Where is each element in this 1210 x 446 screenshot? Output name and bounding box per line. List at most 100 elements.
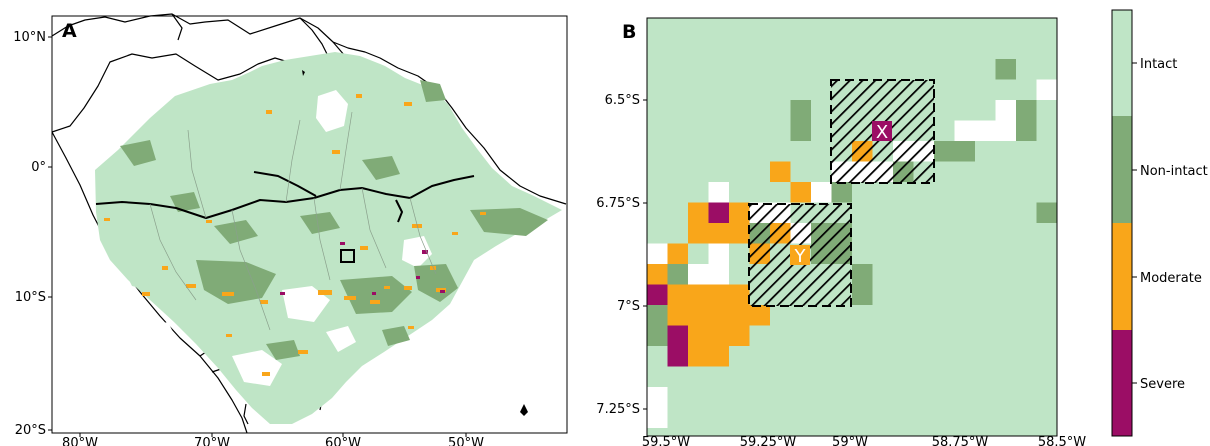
panel-b-letter: B <box>622 21 636 43</box>
lat-tick: 6.5°S <box>605 93 640 108</box>
grid-cell-severe <box>667 346 688 367</box>
grid-cell-non-intact <box>1036 202 1057 223</box>
grid-cell-non-intact <box>1016 120 1037 141</box>
grid-cell-moderate <box>729 305 750 326</box>
box-label-y-text: Y <box>794 246 807 267</box>
box-label-y: Y <box>790 245 810 267</box>
grid-cell-moderate <box>688 305 709 326</box>
grid-cell-moderate <box>729 202 750 223</box>
panel-b-lon-axis: 59.5°W 59.25°W 59°W 58.75°W 58.5°W <box>642 435 1086 446</box>
legend-swatch-non-intact <box>1112 116 1132 223</box>
lat-tick: 7°S <box>617 299 640 314</box>
grid-cell-moderate <box>749 305 770 326</box>
lat-tick: 10°N <box>13 30 46 45</box>
grid-cell-no-data <box>647 243 668 264</box>
grid-cell-non-intact <box>647 305 668 326</box>
grid-cell-no-data <box>647 387 668 408</box>
lon-tick: 58.75°W <box>932 435 989 446</box>
cell-moderate <box>790 245 810 265</box>
lat-tick: 6.75°S <box>596 196 640 211</box>
lon-tick: 60°W <box>325 436 361 446</box>
grid-cell-moderate <box>667 284 688 305</box>
grid-cell-non-intact <box>1016 100 1037 121</box>
grid-cell-non-intact <box>831 182 852 203</box>
grid-cell-no-data <box>954 120 975 141</box>
grid-cell-no-data <box>688 264 709 285</box>
grid-cell-no-data <box>995 120 1016 141</box>
panel-b-lat-axis: 6.5°S 6.75°S 7°S 7.25°S <box>596 93 647 417</box>
panel-a: A 10°N 0° 10°S 20°S 80°W 70°W 60°W 50°W <box>13 13 568 446</box>
panel-a-lon-axis: 80°W 70°W 60°W 50°W <box>62 433 484 446</box>
grid-cell-moderate <box>688 325 709 346</box>
lon-tick: 59.25°W <box>740 435 797 446</box>
river-network <box>95 171 475 223</box>
grid-cell-no-data <box>647 407 668 428</box>
grid-cell-moderate <box>790 182 811 203</box>
grid-cell-no-data <box>708 243 729 264</box>
panel-a-letter: A <box>62 20 77 42</box>
grid-cell-no-data <box>708 264 729 285</box>
grid-cell-moderate <box>708 305 729 326</box>
non-forest-areas <box>148 90 432 386</box>
grid-cell-no-data <box>995 100 1016 121</box>
grid-cell-moderate <box>770 161 791 182</box>
grid-cell-moderate <box>708 223 729 244</box>
grid-cell-no-data <box>708 182 729 203</box>
grid-cell-no-data <box>811 182 832 203</box>
tributaries <box>149 111 437 331</box>
grid-cell-severe <box>647 284 668 305</box>
legend-frame <box>1111 9 1133 437</box>
forest-map <box>95 52 562 424</box>
lon-tick: 59°W <box>832 435 868 446</box>
legend-label-moderate: Moderate <box>1140 271 1202 286</box>
grid-cell-non-intact <box>852 284 873 305</box>
legend-label-non-intact: Non-intact <box>1140 164 1208 179</box>
grid-cell-non-intact <box>647 325 668 346</box>
grid-cell-moderate <box>667 305 688 326</box>
grid-cell-non-intact <box>954 141 975 162</box>
lon-tick: 70°W <box>194 436 230 446</box>
legend-swatch-intact <box>1112 10 1132 116</box>
grid-cell-moderate <box>708 346 729 367</box>
box-label-x: X <box>872 121 892 143</box>
study-area-box <box>340 249 355 263</box>
lat-tick: 10°S <box>15 290 46 305</box>
grid-cell-moderate <box>729 223 750 244</box>
legend-label-severe: Severe <box>1140 377 1185 392</box>
lat-tick: 7.25°S <box>596 402 640 417</box>
color-legend: Intact Non-intact Moderate Severe <box>1111 9 1208 437</box>
grid-cell-non-intact <box>667 264 688 285</box>
legend-swatch-severe <box>1112 330 1132 436</box>
box-label-x-text: X <box>876 122 888 143</box>
grid-cell-non-intact <box>934 141 955 162</box>
panel-b-frame <box>646 17 1058 437</box>
grid-cell-no-data <box>1036 79 1057 100</box>
cell-severe <box>872 121 892 141</box>
legend-swatch-moderate <box>1112 223 1132 330</box>
forest-intact-lobe <box>120 250 150 290</box>
grid-cell-non-intact <box>852 264 873 285</box>
grid-cell-moderate <box>688 346 709 367</box>
grid-cell-moderate <box>688 284 709 305</box>
grid-cell-moderate <box>667 243 688 264</box>
grid-cell-moderate <box>729 284 750 305</box>
islands <box>302 70 528 416</box>
lon-tick: 80°W <box>62 436 98 446</box>
grid-cell-moderate <box>688 223 709 244</box>
forest-intact-area <box>95 52 562 424</box>
lat-tick: 20°S <box>15 423 46 438</box>
grid-cell-non-intact <box>790 120 811 141</box>
grid-cell-no-data <box>975 120 996 141</box>
grid-cell-severe <box>708 202 729 223</box>
grid-cell-moderate <box>729 325 750 346</box>
lon-tick: 58.5°W <box>1038 435 1086 446</box>
grid-cell-moderate <box>708 325 729 346</box>
grid-cell-non-intact <box>790 100 811 121</box>
grid-cell-severe <box>667 325 688 346</box>
severe-disturbance <box>280 242 445 295</box>
lon-tick: 50°W <box>448 436 484 446</box>
grid-cell-moderate <box>708 284 729 305</box>
lon-tick: 59.5°W <box>642 435 690 446</box>
grid-cell-non-intact <box>995 59 1016 80</box>
